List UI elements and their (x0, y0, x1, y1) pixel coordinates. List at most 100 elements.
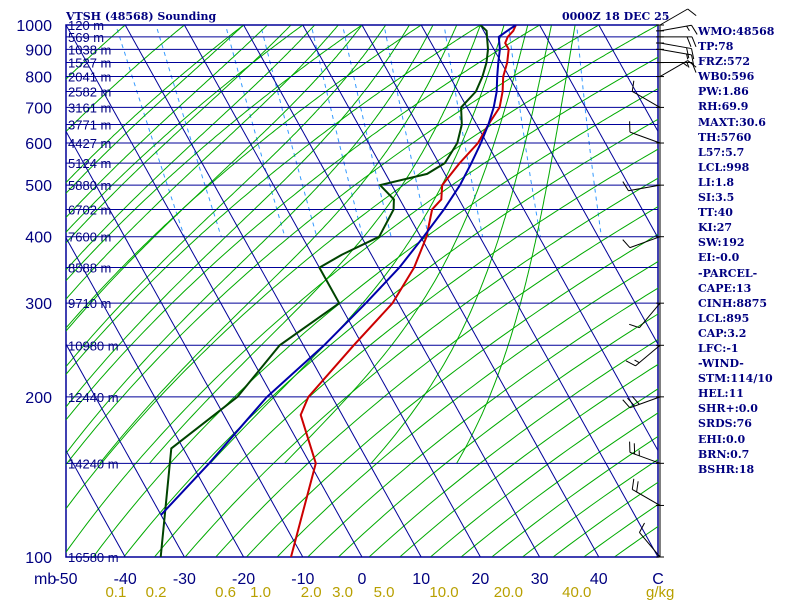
moist-adiabat (66, 25, 268, 219)
mixing-ratio-line (507, 25, 541, 237)
dry-adiabat (245, 233, 658, 557)
moist-adiabat (456, 25, 576, 464)
index-item: KI:27 (698, 221, 733, 235)
barb-feather (638, 522, 645, 533)
sounding-profiles (159, 25, 517, 557)
height-label: 569 m (68, 30, 104, 45)
height-label: 9710 m (68, 296, 111, 311)
isotherm (66, 130, 304, 557)
barb-feather (631, 80, 635, 92)
temperature-tick-label: -50 (54, 571, 77, 588)
barb-feather (683, 62, 688, 67)
moist-adiabat (370, 25, 552, 464)
mixing-ratio-line (115, 25, 185, 237)
wind-barb (659, 8, 688, 26)
wind-barb (659, 24, 692, 32)
plot-area (66, 25, 658, 557)
height-label: 2582 m (68, 84, 111, 99)
dry-adiabat (66, 25, 186, 133)
moist-adiabat (149, 25, 481, 464)
mixing-unit-label: g/kg (646, 584, 674, 600)
dry-adiabat (215, 206, 658, 557)
index-item: CAPE:13 (698, 281, 752, 295)
sounding-indices: WMO:48568 TP:78 FRZ:572 WB0:596 PW:1.86 RH:69… (698, 24, 774, 477)
mixing-ratio-label: 3.0 (332, 584, 353, 600)
index-item: MAXT:30.6 (698, 115, 766, 129)
barb-feather (631, 478, 635, 490)
moist-adiabat (66, 25, 434, 455)
dry-adiabat (153, 148, 658, 557)
height-label: 10980 m (68, 338, 119, 353)
temperature-tick-label: -20 (232, 571, 255, 588)
index-item: WB0:596 (698, 70, 755, 84)
index-item: SI:3.5 (698, 191, 735, 205)
wind-barb (659, 48, 692, 56)
isotherm (66, 555, 67, 557)
mixing-ratio-label: 0.6 (215, 584, 236, 600)
index-item: CINH:8875 (698, 296, 768, 310)
dry-adiabat (123, 118, 658, 557)
barb-feather (687, 60, 697, 68)
height-label: 7600 m (68, 230, 111, 245)
index-item: TH:5760 (698, 130, 752, 144)
height-label: 3161 m (68, 100, 111, 115)
pressure-tick-label: 400 (25, 230, 52, 247)
chart-title: VTSH (48568) Sounding (65, 10, 217, 23)
mixing-ratio-label: 0.2 (146, 584, 167, 600)
barb-feather (691, 54, 695, 66)
pressure-unit-label: mb (34, 571, 56, 588)
pressure-tick-label: 500 (25, 178, 52, 195)
wind-barbs (622, 8, 698, 558)
isotherm (66, 343, 185, 557)
index-item: STM:114/10 (698, 372, 773, 386)
index-item: LCL:998 (698, 160, 750, 174)
barb-feather (634, 359, 640, 364)
barb-feather (625, 360, 636, 367)
dry-adiabat (66, 25, 363, 282)
dry-adiabat (66, 25, 600, 466)
barb-feather (629, 323, 640, 329)
mixing-ratio-line (310, 25, 364, 237)
temperature-tick-label: 10 (412, 571, 430, 588)
index-item: TP:78 (698, 40, 734, 54)
index-item: LI:1.8 (698, 175, 735, 189)
barb-feather (627, 397, 636, 407)
temperature-tick-label: 20 (472, 571, 490, 588)
pressure-tick-label: 100 (25, 550, 52, 567)
isotherm (302, 25, 600, 557)
dry-adiabat (66, 25, 482, 376)
pressure-tick-label: 700 (25, 100, 52, 117)
dry-adiabat (66, 25, 126, 80)
index-item: FRZ:572 (698, 55, 751, 69)
mixing-ratio-label: 0.1 (105, 584, 126, 600)
temperature-tick-label: 40 (590, 571, 608, 588)
isotherm (479, 25, 658, 346)
index-item: SW:192 (698, 236, 745, 250)
parcel-line (160, 25, 517, 516)
dry-adiabat (66, 56, 658, 553)
barb-feather (691, 25, 698, 35)
dewpoint-line (159, 25, 490, 557)
temperature-tick-label: C (652, 571, 664, 588)
mixing-ratio-line (260, 25, 318, 237)
mixing-ratio-line (383, 25, 430, 237)
isotherm (124, 25, 422, 557)
barb-feather (622, 181, 629, 191)
index-item: CAP:3.2 (698, 326, 747, 340)
wind-barb (659, 60, 688, 77)
barb-feather (691, 48, 695, 60)
isotherm (66, 236, 245, 557)
moist-adiabat (66, 25, 387, 368)
index-item: RH:69.9 (698, 100, 749, 114)
wind-barb (629, 236, 661, 249)
temperature-line (290, 25, 517, 557)
index-item: BRN:0.7 (698, 447, 750, 461)
pressure-tick-label: 1000 (16, 18, 52, 35)
isotherm (243, 25, 541, 557)
mixing-ratio-label: 2.0 (301, 584, 322, 600)
height-label: 4427 m (68, 136, 111, 151)
height-label: 14240 m (68, 456, 119, 471)
dry-adiabat (368, 338, 658, 557)
index-item: EHI:0.0 (698, 432, 746, 446)
